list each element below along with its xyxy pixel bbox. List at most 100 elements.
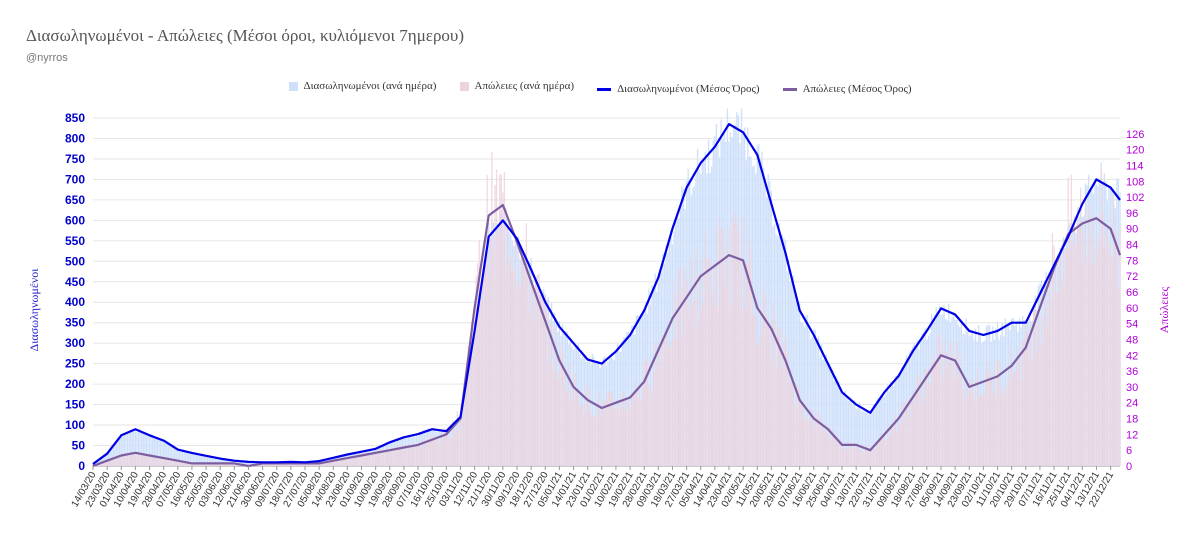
- bar-deaths-daily: [888, 434, 890, 466]
- bar-intubated-daily: [205, 455, 207, 466]
- bar-deaths-daily: [769, 320, 771, 466]
- legend-swatch-intubated-avg: [597, 87, 612, 91]
- bar-deaths-daily: [833, 437, 835, 466]
- bar-deaths-daily: [916, 374, 919, 466]
- bar-deaths-daily: [1081, 264, 1083, 466]
- bar-intubated-daily: [183, 451, 185, 466]
- bar-deaths-daily: [210, 463, 212, 466]
- bar-deaths-daily: [502, 192, 504, 466]
- bar-deaths-daily: [532, 287, 534, 466]
- bar-deaths-daily: [166, 456, 168, 466]
- bar-intubated-daily: [744, 127, 746, 467]
- bar-deaths-daily: [98, 463, 100, 466]
- bar-deaths-daily: [871, 445, 873, 466]
- bar-deaths-daily: [114, 457, 116, 466]
- bar-deaths-daily: [393, 451, 396, 466]
- bar-intubated-daily: [882, 394, 884, 466]
- bar-deaths-daily: [874, 447, 876, 466]
- bar-deaths-daily: [197, 463, 199, 466]
- bar-deaths-daily: [908, 417, 911, 466]
- bar-deaths-daily: [904, 401, 906, 466]
- bar-intubated-daily: [802, 323, 804, 466]
- bar-deaths-daily: [1091, 266, 1093, 466]
- bar-deaths-daily: [1072, 243, 1074, 466]
- legend-item-deaths-avg[interactable]: Απώλειες (Μέσος Όρος): [782, 83, 912, 95]
- bar-deaths-daily: [494, 184, 496, 466]
- y-tick-label: 200: [65, 377, 85, 391]
- bar-deaths-daily: [202, 463, 204, 466]
- bar-deaths-daily: [927, 386, 930, 466]
- bar-deaths-daily: [877, 443, 879, 466]
- bar-intubated-daily: [824, 357, 826, 466]
- bar-deaths-daily: [155, 458, 157, 466]
- bar-deaths-daily: [136, 453, 138, 466]
- bar-deaths-daily: [309, 463, 311, 466]
- legend-item-intubated-daily[interactable]: Διασωληνωμένοι (ανά ημέρα): [288, 80, 436, 92]
- bar-intubated-daily: [147, 433, 149, 466]
- bar-deaths-daily: [924, 368, 926, 466]
- bar-deaths-daily: [612, 395, 614, 466]
- bar-deaths-daily: [759, 334, 762, 466]
- bar-intubated-daily: [860, 410, 862, 466]
- bar-deaths-daily: [280, 463, 283, 466]
- bar-deaths-daily: [164, 458, 166, 466]
- bar-deaths-daily: [436, 438, 438, 466]
- bar-deaths-daily: [426, 439, 429, 466]
- bar-deaths-daily: [704, 230, 707, 466]
- legend-item-intubated-avg[interactable]: Διασωληνωμένοι (Μέσος Όρος): [597, 83, 760, 95]
- bar-intubated-daily: [148, 436, 151, 466]
- x-axis: 14/03/2023/03/2001/04/2010/04/2019/04/20…: [70, 466, 1116, 509]
- bar-deaths-daily: [530, 278, 532, 466]
- bar-deaths-daily: [440, 428, 443, 466]
- bar-deaths-daily: [764, 294, 766, 466]
- left-axis: 0 50 100 150 200 250 300 350 400 450 500 550 600 650 7…: [65, 111, 85, 473]
- bar-deaths-daily: [902, 422, 904, 466]
- bar-deaths-daily: [263, 463, 265, 466]
- bar-deaths-daily: [885, 440, 887, 466]
- bar-intubated-daily: [858, 402, 860, 466]
- bar-deaths-daily: [511, 269, 513, 466]
- bar-deaths-daily: [929, 382, 931, 466]
- bar-deaths-daily: [115, 458, 118, 466]
- bar-deaths-daily: [899, 423, 901, 466]
- bar-intubated-daily: [808, 330, 810, 466]
- bar-deaths-daily: [225, 463, 228, 466]
- bar-intubated-daily: [1004, 318, 1007, 466]
- bar-deaths-daily: [1097, 232, 1099, 466]
- bar-deaths-daily: [304, 463, 306, 466]
- bar-deaths-daily: [668, 342, 670, 466]
- bar-intubated-daily: [131, 429, 133, 466]
- bar-deaths-daily: [1075, 246, 1077, 466]
- bar-deaths-daily: [729, 306, 732, 466]
- y2-tick-label: 72: [1126, 271, 1138, 283]
- bar-deaths-daily: [649, 391, 652, 466]
- right-axis: 0 6 12 18 24 30 36 42 48 54 60 66 72 78 84 90 96 102 108 11…: [1126, 129, 1144, 473]
- legend-item-deaths-daily[interactable]: Απώλειες (ανά ημέρα): [459, 80, 575, 92]
- bar-deaths-daily: [879, 438, 881, 466]
- bar-deaths-daily: [687, 307, 689, 466]
- bar-deaths-daily: [260, 463, 262, 466]
- bar-deaths-daily: [447, 434, 449, 466]
- bar-deaths-daily: [467, 346, 469, 466]
- bar-deaths-daily: [299, 463, 301, 466]
- bar-deaths-daily: [946, 351, 948, 466]
- bar-deaths-daily: [538, 273, 540, 466]
- bar-deaths-daily: [162, 458, 165, 466]
- bar-intubated-daily: [206, 456, 209, 466]
- bar-intubated-daily: [184, 450, 187, 466]
- bar-intubated-daily: [838, 381, 840, 466]
- bar-deaths-daily: [404, 445, 407, 466]
- bar-deaths-daily: [835, 441, 837, 466]
- bar-deaths-daily: [535, 281, 537, 466]
- legend-label-deaths-daily: Απώλειες (ανά ημέρα): [474, 80, 575, 92]
- bar-deaths-daily: [346, 458, 349, 466]
- bar-deaths-daily: [442, 439, 444, 466]
- bar-intubated-daily: [618, 351, 620, 466]
- bar-deaths-daily: [1053, 245, 1055, 466]
- bar-deaths-daily: [682, 287, 685, 466]
- bar-intubated-daily: [250, 462, 253, 466]
- bar-deaths-daily: [365, 455, 367, 466]
- bar-deaths-daily: [921, 396, 923, 466]
- bar-deaths-daily: [852, 448, 854, 466]
- bar-deaths-daily: [811, 408, 813, 466]
